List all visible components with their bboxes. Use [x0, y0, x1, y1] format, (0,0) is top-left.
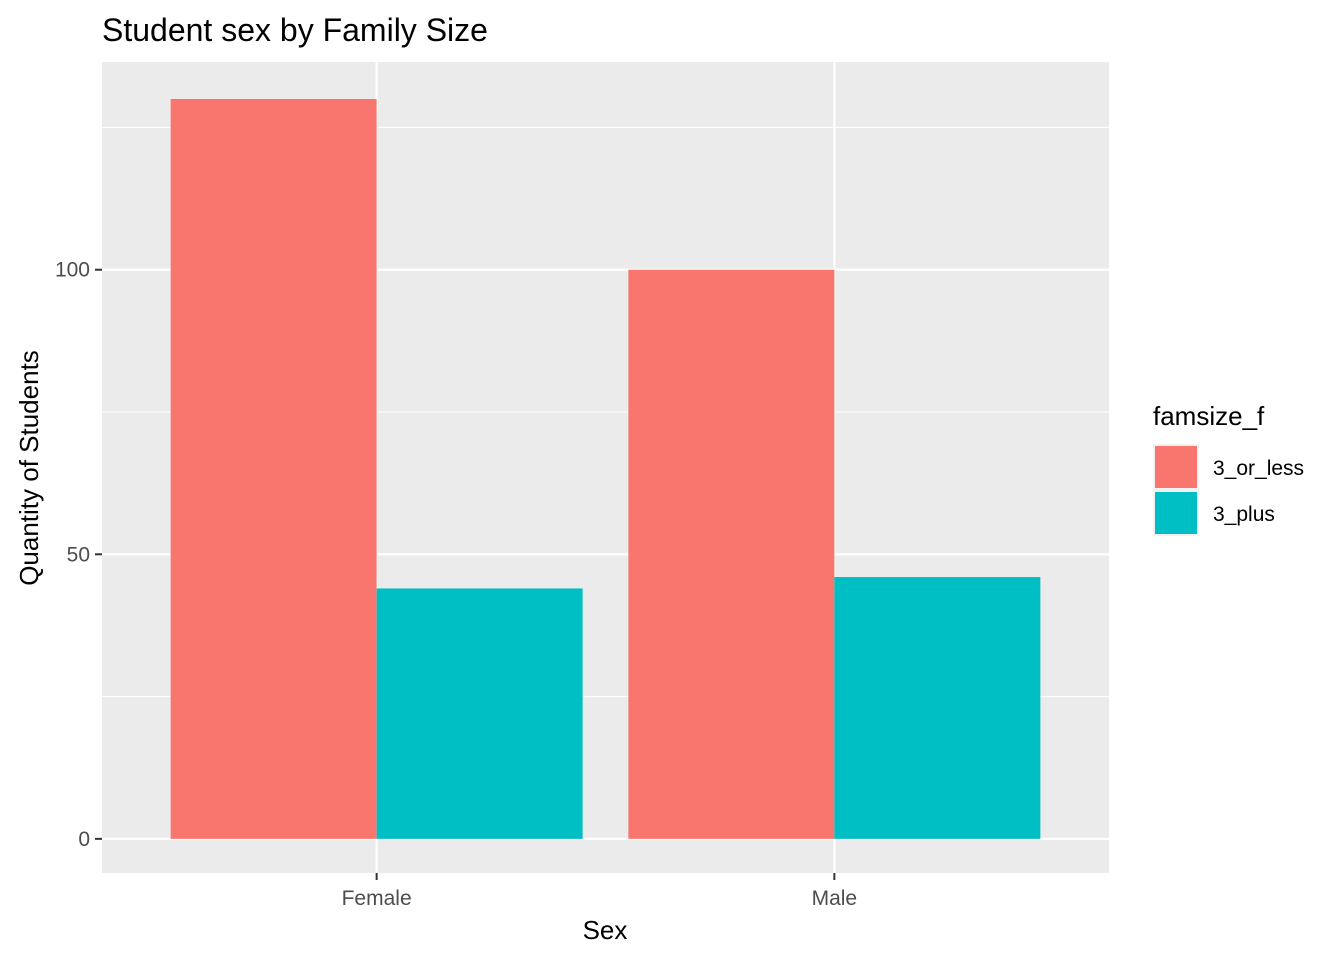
legend-title: famsize_f: [1153, 401, 1265, 431]
bars: [170, 98, 1041, 839]
legend-key-3_plus: [1155, 492, 1197, 534]
y-tick-label: 0: [78, 828, 90, 851]
legend-items: 3_or_less 3_plus: [1153, 444, 1304, 536]
y-axis-title: Quantity of Students: [14, 350, 44, 586]
bar-3_plus-female: [376, 588, 583, 839]
legend-label-3_or_less: 3_or_less: [1213, 457, 1304, 480]
bar-3_plus-male: [834, 577, 1041, 839]
legend-label-3_plus: 3_plus: [1213, 503, 1275, 526]
y-tick-label: 100: [55, 259, 90, 282]
x-tick-label: Female: [342, 887, 412, 910]
bar-3_or_less-female: [170, 98, 377, 839]
bar-3_or_less-male: [628, 269, 835, 839]
x-tick-label: Male: [812, 887, 858, 910]
legend: famsize_f 3_or_less 3_plus: [1153, 401, 1304, 536]
y-axis: 0 50 100: [55, 259, 102, 851]
legend-key-3_or_less: [1155, 446, 1197, 488]
x-axis-title: Sex: [583, 915, 628, 945]
chart-title: Student sex by Family Size: [102, 12, 488, 48]
y-tick-label: 50: [67, 543, 90, 566]
x-axis: Female Male: [342, 873, 858, 910]
